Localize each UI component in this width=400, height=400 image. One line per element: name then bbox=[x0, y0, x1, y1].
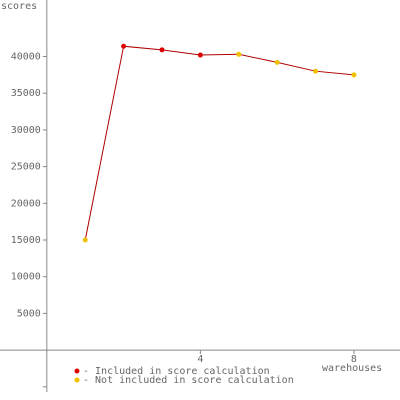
legend-marker bbox=[74, 368, 80, 374]
y-tick-label: 20000 bbox=[11, 198, 41, 209]
point bbox=[313, 68, 319, 74]
point bbox=[274, 59, 280, 65]
y-tick-label: 30000 bbox=[11, 125, 41, 136]
y-tick-label: 25000 bbox=[11, 162, 41, 173]
point bbox=[159, 47, 165, 53]
legend-label: - Not included in score calculation bbox=[83, 375, 294, 386]
point bbox=[236, 51, 242, 57]
x-axis-label: warehouses bbox=[322, 363, 382, 374]
point bbox=[121, 43, 127, 49]
y-tick-label: 40000 bbox=[11, 52, 41, 63]
point bbox=[197, 52, 203, 58]
x-tick-label: 8 bbox=[351, 354, 357, 365]
point bbox=[82, 237, 88, 243]
point bbox=[351, 72, 357, 78]
y-tick-label: 5000 bbox=[17, 308, 41, 319]
y-tick-label: 10000 bbox=[11, 272, 41, 283]
line bbox=[84, 45, 354, 241]
legend-label: - Included in score calculation bbox=[83, 366, 270, 377]
y-axis-label: scores bbox=[1, 1, 37, 12]
y-tick-label: 35000 bbox=[11, 88, 41, 99]
x-tick-label: 4 bbox=[197, 354, 203, 365]
y-tick-label: 15000 bbox=[11, 235, 41, 246]
legend-marker bbox=[74, 377, 80, 383]
